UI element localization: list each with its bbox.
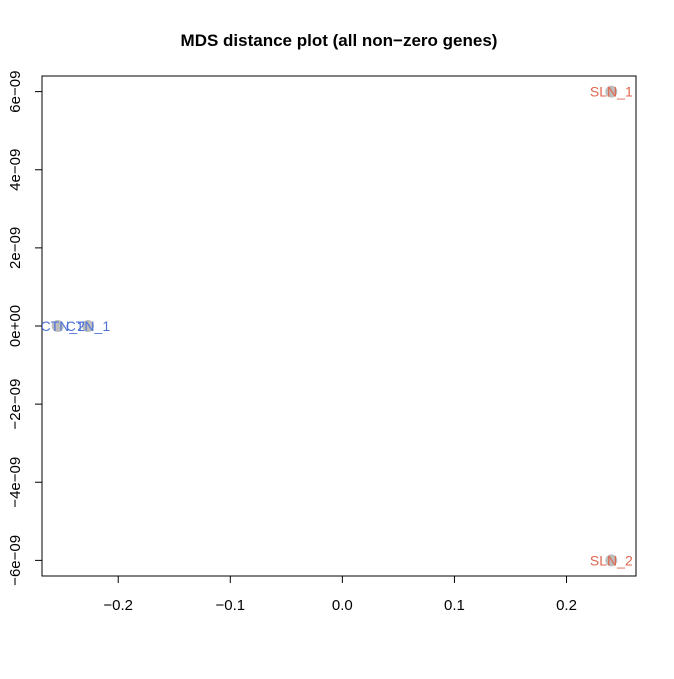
x-tick-label: 0.2 [556, 597, 577, 614]
data-point-label: CTN_1 [66, 318, 111, 334]
data-point-label: SLN_2 [590, 552, 633, 568]
y-tick-label: −6e−09 [7, 535, 24, 586]
data-point [81, 320, 94, 332]
x-tick-label: 0.0 [332, 597, 353, 614]
y-tick-label: −2e−09 [7, 379, 24, 430]
y-axis: −6e−09 −4e−09 −2e−09 0e+00 2e−09 4e−09 6e−09 [7, 71, 43, 586]
data-point [51, 320, 64, 332]
x-tick-label: 0.1 [444, 597, 465, 614]
data-point-label: SLN_1 [590, 84, 633, 100]
y-tick-label: 6e−09 [7, 71, 24, 113]
data-point [605, 554, 618, 567]
y-tick-label: −4e−09 [7, 457, 24, 508]
chart-title: MDS distance plot (all non−zero genes) [181, 31, 498, 50]
y-tick-label: 2e−09 [7, 227, 24, 269]
y-tick-label: 4e−09 [7, 149, 24, 191]
data-point-label: NCTN_2 [30, 318, 85, 334]
x-axis: −0.2 −0.1 0.0 0.1 0.2 [103, 575, 577, 614]
plot-area-border [41, 75, 637, 577]
y-tick-label: 0e+00 [7, 305, 24, 347]
x-tick-label: −0.2 [103, 597, 133, 614]
x-tick-label: −0.1 [215, 597, 245, 614]
data-point [605, 85, 618, 98]
